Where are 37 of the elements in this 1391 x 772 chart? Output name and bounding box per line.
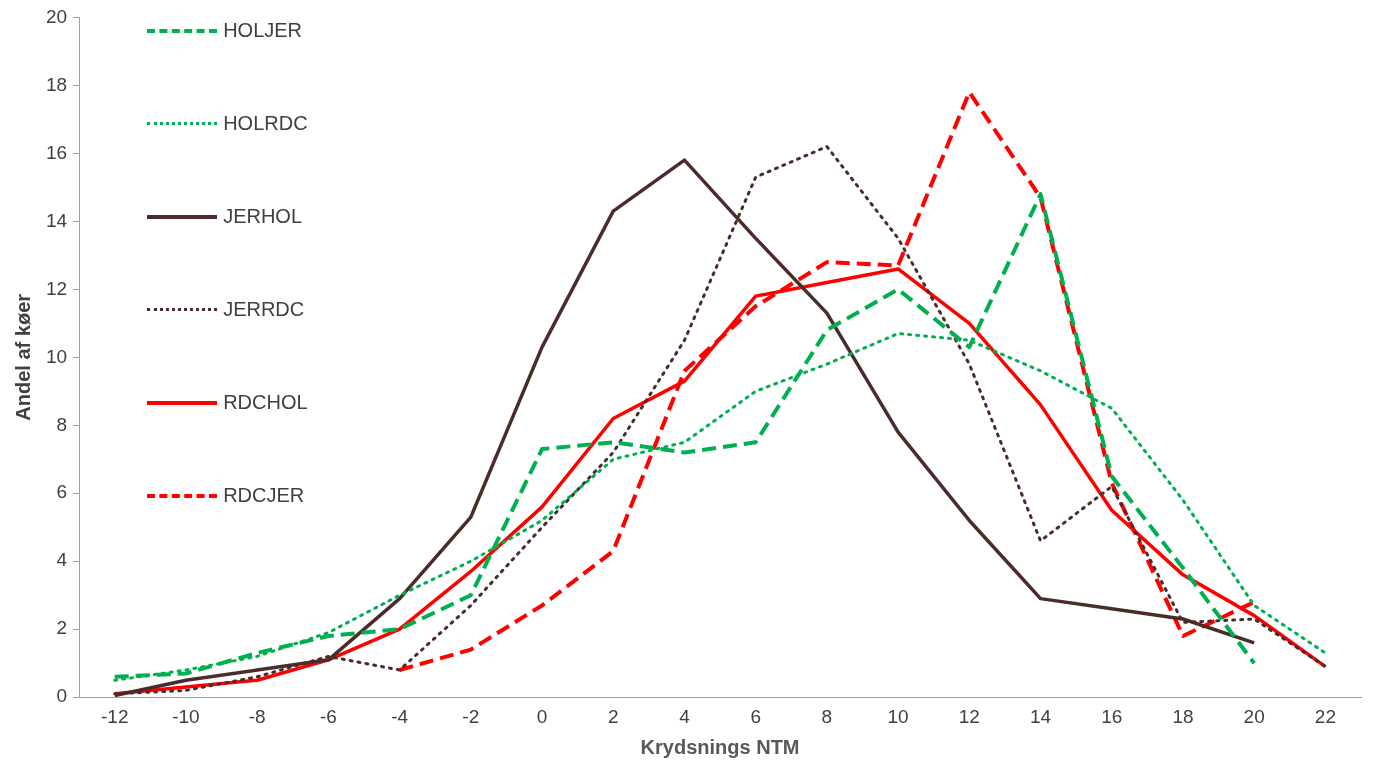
- x-tick-label: 12: [958, 705, 980, 727]
- x-tick-label: 18: [1172, 705, 1194, 727]
- y-axis-title: Andel af køer: [11, 293, 34, 421]
- x-axis-title: Krydsnings NTM: [640, 735, 800, 758]
- x-tick-label: -8: [248, 705, 266, 727]
- x-tick-label: 8: [821, 705, 833, 727]
- legend-label: JERRDC: [223, 298, 305, 322]
- legend-label: RDCJER: [223, 484, 305, 508]
- legend-label: JERHOL: [223, 205, 303, 229]
- y-tick-label: 16: [45, 141, 68, 163]
- y-tick-label: 10: [45, 345, 68, 367]
- x-tick-label: 22: [1314, 705, 1336, 727]
- x-tick-label: 2: [607, 705, 619, 727]
- x-tick-label: -2: [462, 705, 480, 727]
- y-tick-label: 14: [45, 209, 68, 231]
- legend-label: HOLRDC: [223, 112, 308, 136]
- x-tick-label: -4: [391, 705, 409, 727]
- legend-label: HOLJER: [223, 19, 303, 43]
- x-tick-label: 16: [1101, 705, 1123, 727]
- y-tick-label: 8: [56, 413, 68, 435]
- legend-label: RDCHOL: [223, 391, 308, 415]
- y-tick-label: 18: [45, 73, 68, 95]
- y-tick-label: 12: [45, 277, 68, 299]
- x-tick-label: 0: [536, 705, 548, 727]
- y-tick-label: 20: [45, 5, 68, 27]
- x-tick-label: -6: [319, 705, 337, 727]
- x-tick-label: -10: [172, 705, 200, 727]
- y-tick-label: 2: [56, 617, 68, 639]
- x-tick-label: 20: [1243, 705, 1265, 727]
- x-tick-label: 4: [679, 705, 691, 727]
- x-tick-label: 14: [1029, 705, 1052, 727]
- y-tick-label: 4: [56, 549, 68, 571]
- x-tick-label: 10: [887, 705, 909, 727]
- x-tick-label: 6: [750, 705, 761, 727]
- y-tick-label: 6: [56, 481, 68, 503]
- x-tick-label: -12: [101, 705, 129, 727]
- y-tick-label: 0: [56, 685, 68, 707]
